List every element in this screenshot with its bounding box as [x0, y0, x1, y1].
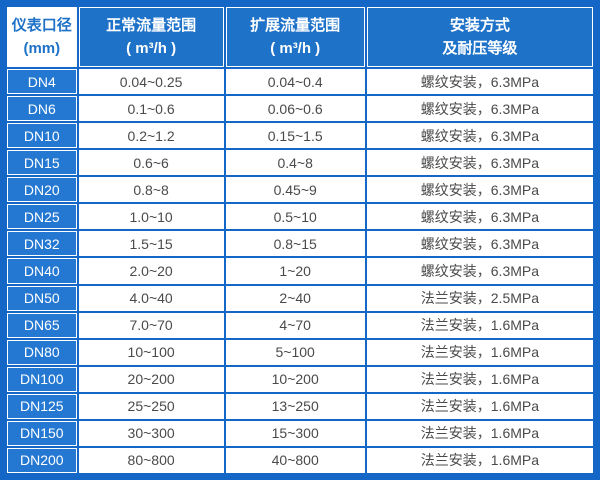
normal-range-cell: 0.1~0.6	[78, 96, 224, 122]
header-row: 仪表口径 (mm) 正常流量范围 ( m³/h ) 扩展流量范围 ( m³/h …	[7, 7, 593, 67]
table-row: DN100 20~200 10~200 法兰安装，1.6MPa	[7, 366, 593, 392]
extended-range-cell: 1~20	[225, 258, 365, 284]
normal-range-cell: 25~250	[78, 393, 224, 419]
diameter-cell: DN100	[7, 366, 77, 392]
install-cell: 法兰安装，1.6MPa	[366, 339, 593, 365]
diameter-cell: DN25	[7, 204, 77, 230]
install-cell: 螺纹安装，6.3MPa	[366, 96, 593, 122]
extended-range-cell: 40~800	[225, 447, 365, 473]
table-row: DN4 0.04~0.25 0.04~0.4 螺纹安装，6.3MPa	[7, 69, 593, 95]
normal-range-cell: 4.0~40	[78, 285, 224, 311]
normal-range-cell: 1.5~15	[78, 231, 224, 257]
header-extended-range: 扩展流量范围 ( m³/h )	[225, 7, 365, 67]
header-normal-range: 正常流量范围 ( m³/h )	[78, 7, 224, 67]
header-diameter: 仪表口径 (mm)	[7, 7, 77, 67]
table-row: DN200 80~800 40~800 法兰安装，1.6MPa	[7, 447, 593, 473]
extended-range-cell: 0.8~15	[225, 231, 365, 257]
normal-range-cell: 0.8~8	[78, 177, 224, 203]
extended-range-cell: 13~250	[225, 393, 365, 419]
header-normal-range-line2: ( m³/h )	[126, 40, 177, 57]
header-install: 安装方式 及耐压等级	[366, 7, 593, 67]
normal-range-cell: 1.0~10	[78, 204, 224, 230]
install-cell: 法兰安装，1.6MPa	[366, 420, 593, 446]
install-cell: 螺纹安装，6.3MPa	[366, 231, 593, 257]
header-normal-range-line1: 正常流量范围	[106, 16, 197, 34]
install-cell: 螺纹安装，6.3MPa	[366, 69, 593, 95]
table-row: DN10 0.2~1.2 0.15~1.5 螺纹安装，6.3MPa	[7, 123, 593, 149]
extended-range-cell: 0.5~10	[225, 204, 365, 230]
header-install-line2: 及耐压等级	[442, 40, 518, 57]
table-row: DN15 0.6~6 0.4~8 螺纹安装，6.3MPa	[7, 150, 593, 176]
install-cell: 法兰安装，2.5MPa	[366, 285, 593, 311]
install-cell: 螺纹安装，6.3MPa	[366, 150, 593, 176]
diameter-cell: DN10	[7, 123, 77, 149]
table-row: DN6 0.1~0.6 0.06~0.6 螺纹安装，6.3MPa	[7, 96, 593, 122]
header-diameter-line2: (mm)	[23, 40, 61, 57]
normal-range-cell: 0.04~0.25	[78, 69, 224, 95]
header-install-line1: 安装方式	[449, 16, 510, 34]
diameter-cell: DN65	[7, 312, 77, 338]
table-row: DN20 0.8~8 0.45~9 螺纹安装，6.3MPa	[7, 177, 593, 203]
table-row: DN125 25~250 13~250 法兰安装，1.6MPa	[7, 393, 593, 419]
normal-range-cell: 10~100	[78, 339, 224, 365]
header-diameter-line1: 仪表口径	[11, 16, 72, 34]
flow-meter-spec-table: 仪表口径 (mm) 正常流量范围 ( m³/h ) 扩展流量范围 ( m³/h …	[5, 5, 595, 475]
extended-range-cell: 15~300	[225, 420, 365, 446]
normal-range-cell: 0.6~6	[78, 150, 224, 176]
install-cell: 螺纹安装，6.3MPa	[366, 177, 593, 203]
extended-range-cell: 0.15~1.5	[225, 123, 365, 149]
diameter-cell: DN150	[7, 420, 77, 446]
table-body: DN4 0.04~0.25 0.04~0.4 螺纹安装，6.3MPa DN6 0.1~0.…	[7, 69, 593, 473]
extended-range-cell: 0.04~0.4	[225, 69, 365, 95]
install-cell: 螺纹安装，6.3MPa	[366, 123, 593, 149]
diameter-cell: DN4	[7, 69, 77, 95]
extended-range-cell: 0.4~8	[225, 150, 365, 176]
install-cell: 法兰安装，1.6MPa	[366, 447, 593, 473]
normal-range-cell: 80~800	[78, 447, 224, 473]
diameter-cell: DN6	[7, 96, 77, 122]
extended-range-cell: 10~200	[225, 366, 365, 392]
table-header: 仪表口径 (mm) 正常流量范围 ( m³/h ) 扩展流量范围 ( m³/h …	[7, 7, 593, 67]
table-row: DN40 2.0~20 1~20 螺纹安装，6.3MPa	[7, 258, 593, 284]
diameter-cell: DN40	[7, 258, 77, 284]
diameter-cell: DN20	[7, 177, 77, 203]
extended-range-cell: 4~70	[225, 312, 365, 338]
header-extended-range-line2: ( m³/h )	[270, 40, 321, 57]
table-row: DN32 1.5~15 0.8~15 螺纹安装，6.3MPa	[7, 231, 593, 257]
install-cell: 法兰安装，1.6MPa	[366, 393, 593, 419]
table-row: DN80 10~100 5~100 法兰安装，1.6MPa	[7, 339, 593, 365]
table-row: DN50 4.0~40 2~40 法兰安装，2.5MPa	[7, 285, 593, 311]
install-cell: 螺纹安装，6.3MPa	[366, 258, 593, 284]
table-row: DN65 7.0~70 4~70 法兰安装，1.6MPa	[7, 312, 593, 338]
normal-range-cell: 7.0~70	[78, 312, 224, 338]
extended-range-cell: 0.45~9	[225, 177, 365, 203]
extended-range-cell: 0.06~0.6	[225, 96, 365, 122]
normal-range-cell: 0.2~1.2	[78, 123, 224, 149]
table-row: DN150 30~300 15~300 法兰安装，1.6MPa	[7, 420, 593, 446]
normal-range-cell: 2.0~20	[78, 258, 224, 284]
normal-range-cell: 30~300	[78, 420, 224, 446]
diameter-cell: DN32	[7, 231, 77, 257]
extended-range-cell: 2~40	[225, 285, 365, 311]
extended-range-cell: 5~100	[225, 339, 365, 365]
install-cell: 螺纹安装，6.3MPa	[366, 204, 593, 230]
install-cell: 法兰安装，1.6MPa	[366, 366, 593, 392]
diameter-cell: DN200	[7, 447, 77, 473]
install-cell: 法兰安装，1.6MPa	[366, 312, 593, 338]
normal-range-cell: 20~200	[78, 366, 224, 392]
header-extended-range-line1: 扩展流量范围	[250, 16, 341, 34]
diameter-cell: DN50	[7, 285, 77, 311]
diameter-cell: DN125	[7, 393, 77, 419]
diameter-cell: DN80	[7, 339, 77, 365]
diameter-cell: DN15	[7, 150, 77, 176]
table-row: DN25 1.0~10 0.5~10 螺纹安装，6.3MPa	[7, 204, 593, 230]
